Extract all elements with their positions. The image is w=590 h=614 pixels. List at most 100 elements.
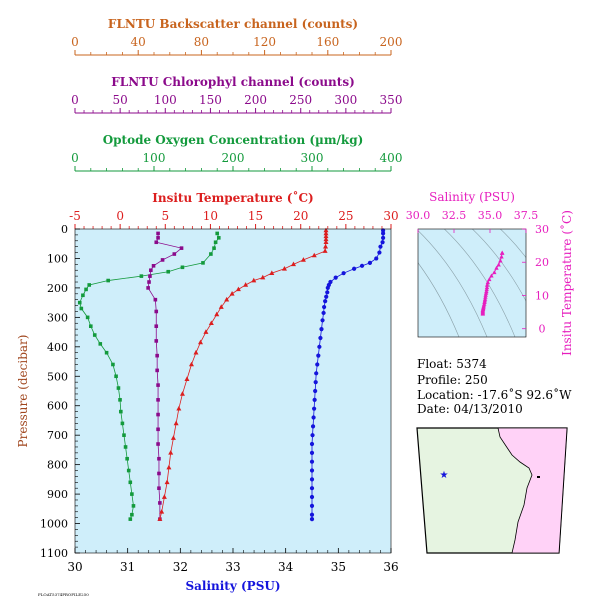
temperature-point — [176, 405, 182, 411]
chlorophyll-point — [156, 412, 160, 417]
temperature-point — [311, 252, 317, 258]
salinity-point — [319, 327, 324, 332]
chlorophyll-tick-label: 200 — [244, 93, 267, 107]
pressure-tick-label: 100 — [47, 252, 68, 265]
footer-text: FLOAT5374PROFILE250 — [38, 592, 89, 597]
ts-point — [487, 277, 492, 282]
chlorophyll-point — [147, 280, 151, 284]
oxygen-point — [126, 468, 131, 473]
temperature-point — [323, 239, 329, 245]
salinity-point — [317, 344, 322, 349]
ts-point — [482, 296, 488, 301]
ts-point — [483, 292, 488, 297]
chlorophyll-point — [160, 258, 165, 262]
ts-point — [482, 298, 488, 303]
oxygen-point — [84, 287, 88, 292]
ts-point — [480, 311, 485, 316]
ts-x-tick-label: 30.0 — [406, 209, 431, 222]
temperature-point — [203, 329, 209, 334]
temperature-point — [193, 349, 199, 355]
ts-y-tick-label: 30 — [535, 223, 549, 236]
oxygen-tick-label: 100 — [143, 151, 166, 165]
backscatter-tick-label: 0 — [71, 35, 79, 49]
chlorophyll-tick-label: 0 — [71, 93, 79, 107]
salinity-tick-label: 30 — [67, 560, 82, 574]
chlorophyll-tick-label: 350 — [380, 93, 403, 107]
salinity-point — [322, 304, 327, 310]
temperature-point — [229, 291, 235, 296]
oxygen-point — [114, 374, 118, 379]
chlorophyll-axis: 0 50 100 150 200 250 300 350 FLNTU Chlorophyl ch… — [71, 75, 403, 114]
temperature-point — [218, 304, 224, 309]
pressure-tick-label: 800 — [47, 459, 68, 472]
salinity-point — [320, 318, 325, 323]
ts-density-contour — [418, 230, 488, 337]
oxygen-point — [98, 342, 103, 346]
temperature-point — [323, 233, 329, 239]
temperature-point — [168, 450, 174, 455]
ts-point — [484, 289, 489, 294]
salinity-point — [312, 406, 317, 411]
pressure-axis: 0 100 200 300 400 500 600 700 800 900 1000 1100 — [40, 223, 80, 560]
chlorophyll-point — [154, 309, 159, 314]
chlorophyll-point — [146, 286, 150, 290]
ts-x-axis-title: Salinity (PSU) — [429, 190, 515, 204]
chlorophyll-point — [156, 442, 160, 446]
salinity-point — [309, 517, 315, 522]
backscatter-axis-title: FLNTU Backscatter channel (counts) — [108, 17, 358, 31]
temperature-point — [184, 376, 190, 382]
ts-diagram: 30.0 32.5 35.0 37.5 Salinity (PSU) 0 10 20 30 Ins… — [406, 190, 574, 356]
salinity-point — [310, 433, 315, 438]
chlorophyll-point — [155, 353, 159, 358]
ts-point — [484, 282, 490, 287]
ts-point — [485, 280, 491, 285]
oxygen-point — [130, 492, 134, 496]
location-map: ★ — [416, 427, 568, 554]
oxygen-point — [213, 240, 218, 245]
temperature-point — [208, 320, 214, 326]
oxygen-point — [201, 261, 205, 265]
backscatter-tick-label: 120 — [253, 35, 276, 49]
temperature-point — [159, 508, 165, 514]
map-land — [497, 427, 568, 554]
salinity-point — [309, 441, 315, 447]
oxygen-point — [139, 274, 144, 278]
oxygen-point — [180, 265, 185, 270]
temperature-tick-label: 30 — [383, 209, 398, 223]
oxygen-point — [130, 512, 134, 517]
salinity-point — [309, 450, 315, 455]
ts-point — [499, 250, 505, 255]
ts-x-tick-label: 35.0 — [478, 209, 503, 222]
backscatter-tick-label: 200 — [380, 35, 403, 49]
chlorophyll-tick-label: 300 — [334, 93, 357, 107]
ts-density-contour — [471, 229, 526, 302]
oxygen-point — [131, 504, 136, 508]
ts-plot-frame — [417, 228, 527, 338]
profile-plot-background — [75, 229, 391, 553]
oxygen-point — [104, 350, 109, 355]
map-land-marker — [537, 476, 540, 478]
ts-density-contours — [418, 229, 526, 337]
temperature-point — [173, 420, 179, 426]
chlorophyll-point — [172, 252, 177, 256]
backscatter-tick-label: 40 — [131, 35, 146, 49]
ts-density-contour — [443, 229, 516, 337]
oxygen-point — [120, 421, 125, 426]
chlorophyll-point — [157, 471, 161, 476]
salinity-axis-title: Salinity (PSU) — [185, 579, 280, 593]
temperature-point — [243, 282, 249, 287]
temperature-point — [251, 277, 257, 283]
ts-point — [489, 273, 494, 278]
chlorophyll-point — [148, 274, 152, 278]
salinity-point — [316, 353, 321, 358]
oxygen-point — [79, 306, 84, 311]
oxygen-tick-label: 0 — [71, 151, 79, 165]
temperature-tick-label: -5 — [69, 209, 81, 223]
salinity-tick-label: 36 — [383, 560, 398, 574]
temperature-point — [323, 243, 329, 249]
salinity-point — [324, 294, 329, 299]
pressure-tick-label: 0 — [61, 223, 68, 236]
salinity-bottom-axis: 30 31 32 33 34 35 36 Salinity (PSU) — [67, 548, 399, 593]
pressure-axis-title: Pressure (decibar) — [16, 335, 30, 448]
